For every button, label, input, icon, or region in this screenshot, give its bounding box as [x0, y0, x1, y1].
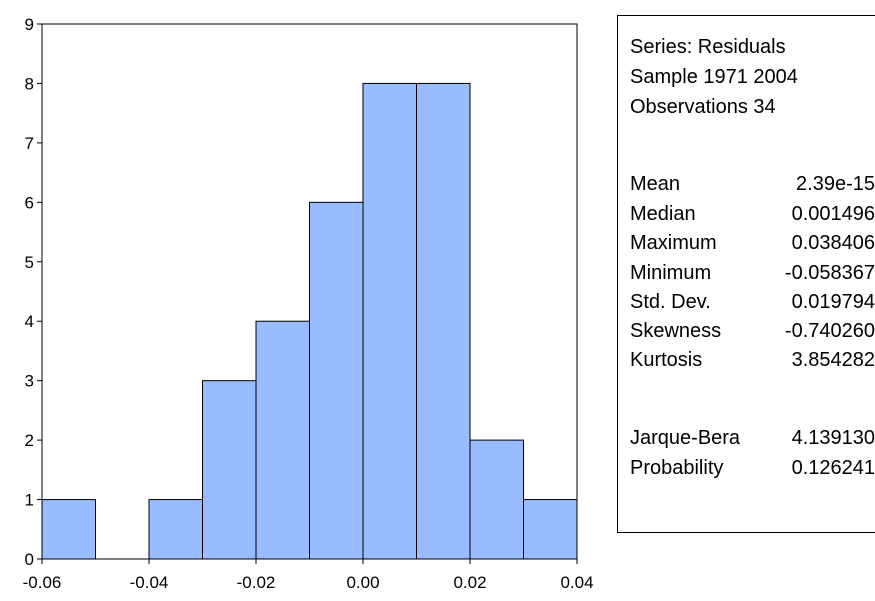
- y-tick-label: 2: [25, 431, 34, 450]
- y-tick-label: 4: [25, 312, 34, 331]
- y-tick-label: 9: [25, 15, 34, 34]
- observation-count: Observations 34: [630, 96, 776, 118]
- y-tick-label: 7: [25, 134, 34, 153]
- y-tick-label: 0: [25, 550, 34, 569]
- stat-value: 0.126241: [791, 457, 875, 479]
- stat-value: 0.038406: [791, 232, 875, 254]
- x-tick-label: -0.02: [237, 573, 276, 592]
- stat-value: -0.058367: [784, 262, 875, 284]
- stat-row-median: Median 0.001496: [630, 203, 875, 227]
- stat-value: 2.39e-15: [796, 173, 875, 195]
- stat-value: 4.139130: [791, 427, 875, 449]
- stat-value: 3.854282: [791, 349, 875, 371]
- x-tick-label: 0.02: [453, 573, 486, 592]
- histogram-bar: [202, 380, 257, 560]
- histogram-bar: [469, 439, 524, 560]
- stat-row-probability: Probability 0.126241: [630, 457, 875, 481]
- x-tick-label: 0.00: [346, 573, 379, 592]
- histogram-bar: [309, 201, 364, 560]
- stat-value: -0.740260: [784, 320, 875, 342]
- histogram-bar: [362, 82, 417, 560]
- stat-row-kurtosis: Kurtosis 3.854282: [630, 349, 875, 373]
- statistics-box: Series: Residuals Sample 1971 2004 Obser…: [617, 15, 875, 533]
- stat-value: 0.001496: [791, 203, 875, 225]
- stat-label: Minimum: [630, 262, 712, 284]
- x-tick-label: 0.04: [560, 573, 593, 592]
- stat-label: Skewness: [630, 320, 722, 342]
- x-tick-label: -0.04: [130, 573, 169, 592]
- x-tick-label: -0.06: [23, 573, 62, 592]
- stat-label: Mean: [630, 173, 681, 195]
- stat-row-jarque-bera: Jarque-Bera 4.139130: [630, 427, 875, 451]
- axes-layer: 0 1 2 3 4 5 6 7 8 9 -0.06 -0.04 -0.02 0.00 0.02 0.04: [23, 15, 594, 592]
- stat-row-maximum: Maximum 0.038406: [630, 232, 875, 256]
- histogram-bar: [416, 82, 471, 560]
- bars-layer: [41, 82, 578, 560]
- stat-value: 0.019794: [791, 291, 875, 313]
- y-tick-label: 5: [25, 253, 34, 272]
- stat-row-mean: Mean 2.39e-15: [630, 173, 875, 197]
- y-tick-label: 1: [25, 491, 34, 510]
- stat-row-skewness: Skewness -0.740260: [630, 320, 875, 344]
- histogram-bar: [148, 499, 203, 560]
- y-tick-label: 3: [25, 372, 34, 391]
- plot-frame: [41, 23, 578, 560]
- histogram-bar: [255, 320, 310, 560]
- y-tick-label: 6: [25, 193, 34, 212]
- histogram-chart: 0 1 2 3 4 5 6 7 8 9 -0.06 -0.04 -0.02 0.00 0.02 0.04: [23, 15, 594, 592]
- stat-row-std-dev: Std. Dev. 0.019794: [630, 291, 875, 315]
- stat-label: Probability: [630, 457, 724, 479]
- stat-label: Jarque-Bera: [630, 427, 741, 449]
- series-name: Series: Residuals: [630, 36, 786, 58]
- stat-label: Median: [630, 203, 696, 225]
- histogram-bar: [523, 499, 578, 560]
- sample-range: Sample 1971 2004: [630, 66, 798, 88]
- stat-label: Std. Dev.: [630, 291, 711, 313]
- stat-label: Kurtosis: [630, 349, 703, 371]
- histogram-bar: [41, 499, 96, 560]
- stat-row-minimum: Minimum -0.058367: [630, 262, 875, 286]
- y-tick-label: 8: [25, 74, 34, 93]
- stat-label: Maximum: [630, 232, 717, 254]
